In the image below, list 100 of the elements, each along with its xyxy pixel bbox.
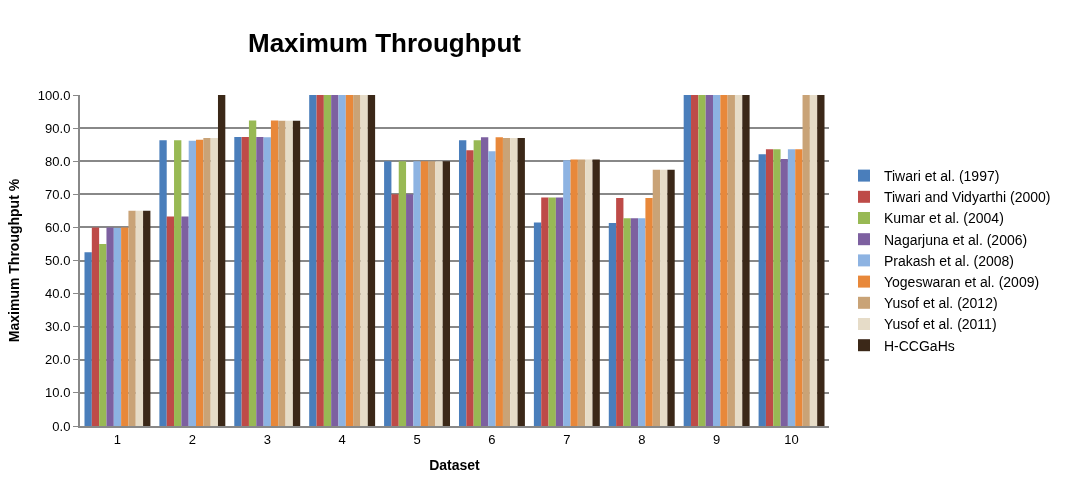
bar: [135, 210, 144, 426]
x-tick-label: 5: [413, 431, 421, 447]
bar: [309, 95, 317, 426]
y-tick-label: 60.0: [45, 219, 71, 235]
bar: [99, 243, 107, 426]
x-tick-label: 4: [338, 431, 346, 447]
bar: [773, 149, 781, 426]
bar: [616, 197, 624, 426]
bar: [488, 151, 496, 426]
bar: [473, 140, 481, 426]
bar: [413, 161, 421, 426]
x-tick-label: 1: [113, 431, 122, 447]
bar: [398, 161, 407, 426]
bar: [809, 95, 818, 426]
bar: [256, 137, 264, 426]
bar: [203, 138, 211, 426]
bar: [174, 140, 182, 426]
bar: [608, 223, 617, 426]
x-tick-label: 9: [713, 431, 721, 447]
bar: [802, 95, 810, 426]
bar: [442, 161, 451, 426]
bar: [210, 138, 218, 426]
bar: [667, 169, 675, 426]
bar: [817, 95, 825, 426]
x-tick-label: 7: [563, 431, 571, 447]
bar: [787, 149, 796, 426]
bar: [585, 159, 593, 426]
y-tick-label: 90.0: [45, 120, 71, 136]
y-tick-label: 30.0: [45, 319, 71, 335]
bar: [241, 137, 249, 426]
y-tick-label: 70.0: [45, 186, 71, 202]
bar: [367, 95, 376, 426]
bar: [638, 218, 646, 426]
x-tick-label: 2: [188, 431, 196, 447]
legend-label: Prakash et al. (2008): [883, 252, 1014, 269]
bar: [323, 95, 332, 426]
bar: [420, 161, 429, 426]
bar: [495, 137, 503, 426]
bar: [428, 161, 436, 426]
x-tick-label: 10: [784, 431, 799, 447]
bar: [278, 120, 286, 426]
bar: [196, 139, 204, 426]
bar: [502, 138, 511, 426]
y-tick-label: 80.0: [45, 153, 71, 169]
bar: [128, 210, 136, 426]
bar: [630, 218, 639, 426]
bar: [510, 138, 518, 426]
bar: [435, 161, 443, 426]
y-axis-title: Maximum Throughput %: [5, 178, 22, 343]
bar: [541, 197, 549, 426]
bar: [592, 159, 600, 426]
bar: [555, 197, 564, 426]
bar: [795, 149, 803, 426]
bar: [533, 222, 542, 426]
bar: [248, 120, 257, 426]
legend-label: Kumar et al. (2004): [883, 210, 1004, 227]
bar: [765, 149, 774, 426]
bar: [391, 194, 399, 426]
bar: [188, 140, 197, 426]
bar: [143, 210, 151, 426]
bar: [234, 137, 242, 426]
bar: [720, 95, 728, 426]
x-tick-label: 3: [263, 431, 271, 447]
bar: [292, 120, 301, 426]
bar: [727, 95, 735, 426]
bar: [458, 140, 467, 426]
bar: [270, 120, 279, 426]
x-tick-label: 8: [638, 431, 646, 447]
bar: [734, 95, 743, 426]
bar: [742, 95, 750, 426]
bar: [480, 137, 489, 426]
bar: [353, 95, 361, 426]
bar: [623, 218, 631, 426]
bar: [84, 252, 92, 426]
bar: [758, 154, 766, 426]
bar: [563, 160, 571, 426]
bar: [705, 95, 713, 426]
y-tick-label: 20.0: [45, 352, 71, 368]
legend-label: Tiwari and Vidyarthi (2000): [883, 189, 1051, 206]
bar: [712, 95, 721, 426]
bar: [406, 194, 414, 426]
bar: [316, 95, 324, 426]
y-tick-label: 100.0: [37, 87, 71, 103]
bar: [285, 120, 293, 426]
legend-label: Yogeswaran et al. (2009): [883, 274, 1040, 291]
bar: [466, 150, 474, 426]
x-tick-label: 6: [488, 431, 496, 447]
bar: [331, 95, 339, 426]
y-tick-label: 10.0: [45, 385, 71, 401]
bar: [683, 95, 692, 426]
bar: [517, 138, 525, 426]
legend-label: Tiwari et al. (1997): [883, 168, 1000, 185]
legend-label: H-CCGaHs: [883, 337, 955, 354]
bar: [121, 227, 129, 426]
y-tick-label: 50.0: [45, 253, 71, 269]
bar: [780, 158, 788, 426]
bar: [159, 140, 167, 426]
bar: [263, 137, 271, 426]
bar: [691, 95, 699, 426]
bar: [570, 159, 578, 426]
